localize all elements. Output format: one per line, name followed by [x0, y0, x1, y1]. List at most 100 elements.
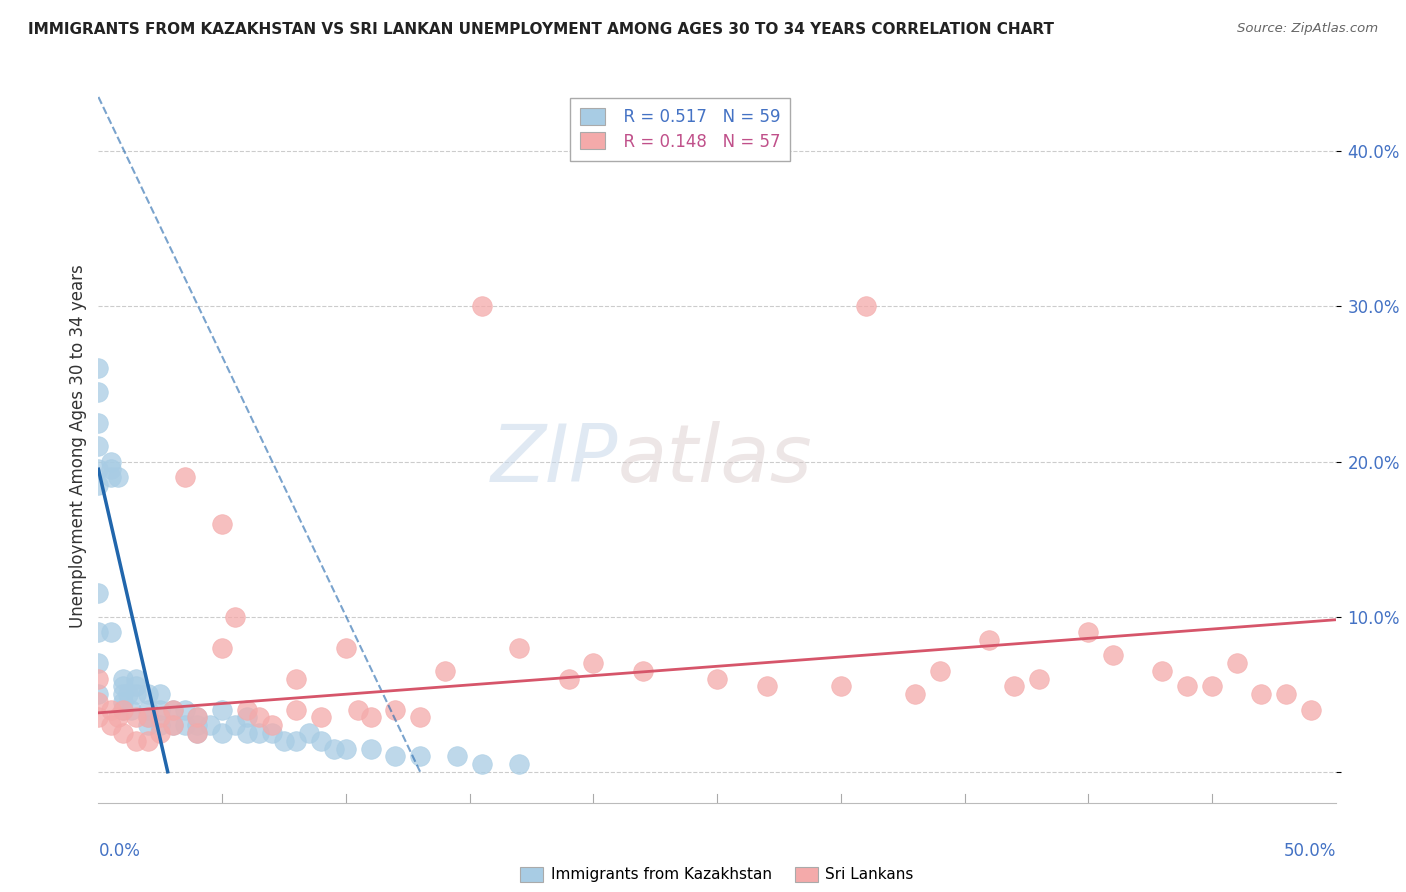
Text: 0.0%: 0.0% [98, 841, 141, 860]
Point [87, 656, 110, 670]
Point [855, 299, 877, 313]
Point [112, 726, 135, 740]
Point [298, 726, 321, 740]
Point [1002, 680, 1025, 694]
Point [1201, 680, 1223, 694]
Point [211, 516, 233, 531]
Point [186, 710, 208, 724]
Point [557, 672, 579, 686]
Point [236, 703, 259, 717]
Point [87, 672, 110, 686]
Point [100, 703, 122, 717]
Point [124, 710, 146, 724]
Text: Source: ZipAtlas.com: Source: ZipAtlas.com [1237, 22, 1378, 36]
Point [409, 749, 432, 764]
Point [174, 718, 197, 732]
Point [112, 703, 135, 717]
Point [87, 439, 110, 453]
Point [309, 733, 332, 747]
Point [384, 749, 406, 764]
Point [186, 726, 208, 740]
Point [87, 477, 110, 491]
Point [186, 718, 208, 732]
Point [285, 703, 308, 717]
Point [100, 454, 122, 468]
Point [211, 703, 233, 717]
Point [87, 462, 110, 476]
Point [186, 710, 208, 724]
Point [471, 299, 494, 313]
Point [211, 726, 233, 740]
Point [112, 680, 135, 694]
Point [186, 726, 208, 740]
Point [582, 656, 605, 670]
Point [100, 470, 122, 484]
Point [508, 640, 530, 655]
Point [285, 733, 308, 747]
Point [162, 703, 184, 717]
Point [1250, 687, 1272, 701]
Point [136, 710, 159, 724]
Point [107, 470, 129, 484]
Point [471, 757, 494, 772]
Text: 50.0%: 50.0% [1284, 841, 1336, 860]
Point [1175, 680, 1198, 694]
Point [162, 718, 184, 732]
Point [309, 710, 332, 724]
Point [120, 703, 142, 717]
Point [1102, 648, 1125, 663]
Legend: Immigrants from Kazakhstan, Sri Lankans: Immigrants from Kazakhstan, Sri Lankans [515, 861, 920, 888]
Point [112, 687, 135, 701]
Point [1077, 625, 1099, 640]
Point [87, 625, 110, 640]
Point [87, 416, 110, 430]
Point [112, 672, 135, 686]
Point [508, 757, 530, 772]
Point [224, 609, 246, 624]
Point [433, 664, 456, 678]
Point [706, 672, 728, 686]
Point [247, 726, 270, 740]
Text: atlas: atlas [619, 421, 813, 500]
Point [409, 710, 432, 724]
Point [100, 625, 122, 640]
Point [136, 703, 159, 717]
Point [260, 718, 283, 732]
Point [211, 640, 233, 655]
Point [928, 664, 950, 678]
Point [1152, 664, 1174, 678]
Y-axis label: Unemployment Among Ages 30 to 34 years: Unemployment Among Ages 30 to 34 years [69, 264, 87, 628]
Point [149, 718, 172, 732]
Point [360, 741, 382, 756]
Point [87, 586, 110, 600]
Point [631, 664, 654, 678]
Point [87, 687, 110, 701]
Point [87, 710, 110, 724]
Point [273, 733, 295, 747]
Point [384, 703, 406, 717]
Point [285, 672, 308, 686]
Point [149, 687, 172, 701]
Point [224, 718, 246, 732]
Point [347, 703, 370, 717]
Point [87, 384, 110, 399]
Point [136, 687, 159, 701]
Point [124, 733, 146, 747]
Point [149, 703, 172, 717]
Point [100, 462, 122, 476]
Point [87, 361, 110, 376]
Point [136, 733, 159, 747]
Point [1028, 672, 1050, 686]
Point [1299, 703, 1322, 717]
Point [124, 680, 146, 694]
Text: ZIP: ZIP [491, 421, 619, 500]
Point [112, 703, 135, 717]
Point [124, 687, 146, 701]
Point [162, 718, 184, 732]
Point [1275, 687, 1298, 701]
Point [149, 726, 172, 740]
Point [174, 470, 197, 484]
Point [136, 710, 159, 724]
Point [830, 680, 852, 694]
Point [335, 640, 357, 655]
